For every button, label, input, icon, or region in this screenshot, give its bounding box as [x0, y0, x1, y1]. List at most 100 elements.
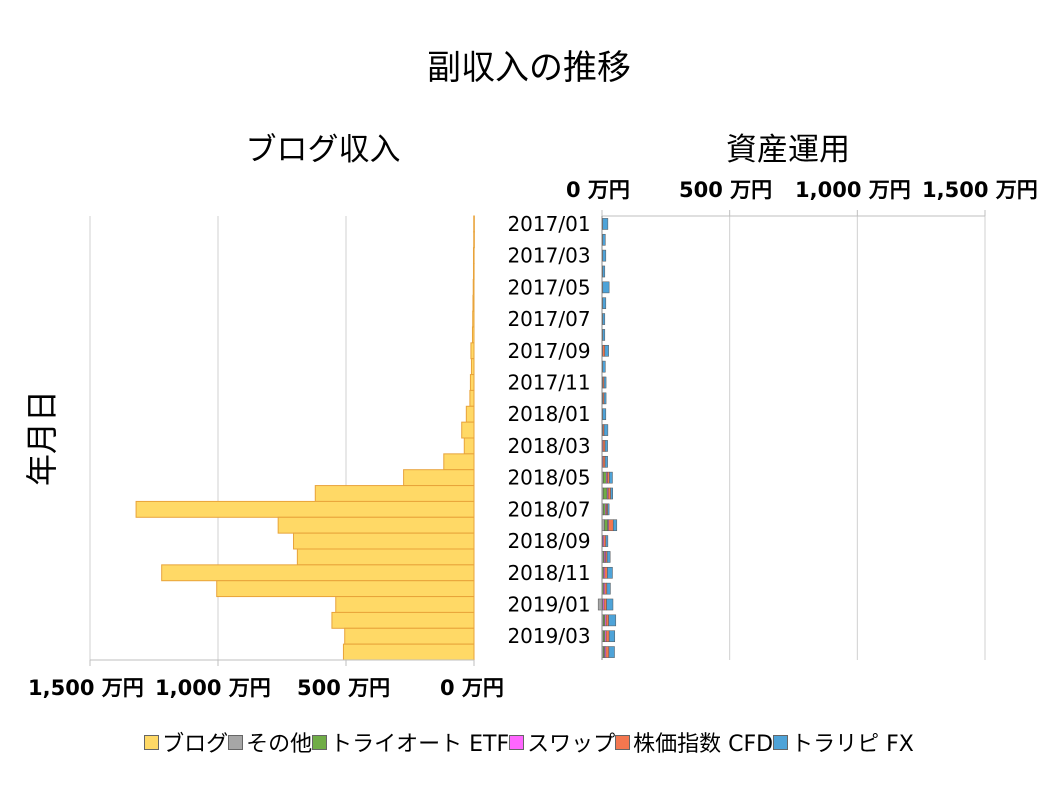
- blog-income-bar: [296, 548, 475, 566]
- blog-income-bar: [471, 326, 475, 344]
- investment-bar-株価指数 CFD: [602, 344, 606, 357]
- investment-bar-トラリピ FX: [604, 455, 608, 468]
- blog-income-bar: [403, 469, 475, 487]
- legend-label: ブログ: [162, 732, 229, 757]
- blog-income-bar: [472, 247, 475, 265]
- blog-income-bar: [472, 278, 475, 296]
- blog-income-bar: [472, 263, 475, 280]
- investment-bar-トラリピ FX: [602, 360, 606, 373]
- blog-income-bar: [465, 405, 475, 423]
- blog-income-bar: [470, 358, 475, 376]
- category-label: 2017/09: [507, 339, 590, 363]
- investment-bar-トラリピ FX: [602, 218, 609, 230]
- category-label: 2018/01: [507, 402, 590, 426]
- investment-bar-株価指数 CFD: [605, 646, 610, 658]
- blog-income-bar: [216, 580, 475, 598]
- blog-income-bar: [161, 564, 475, 582]
- investment-bar-トラリピ FX: [608, 614, 617, 627]
- legend-label: スワップ: [527, 732, 616, 757]
- category-label: 2018/09: [507, 529, 590, 553]
- legend-item-other: その他: [228, 726, 312, 758]
- investment-bar-トライオート ETF: [604, 519, 608, 532]
- investment-bar-トラリピ FX: [610, 487, 613, 500]
- blog-income-bar: [314, 485, 475, 502]
- investment-bar-トラリピ FX: [602, 313, 606, 325]
- legend-item-blog: ブログ: [144, 726, 228, 758]
- category-label: 2018/05: [507, 466, 590, 490]
- chart-title: 副収入の推移: [427, 48, 631, 88]
- investment-bar-トラリピ FX: [604, 440, 608, 452]
- investment-bar-トラリピ FX: [606, 598, 614, 611]
- category-label: 2017/07: [507, 307, 590, 331]
- investment-bar-トラリピ FX: [609, 471, 613, 484]
- investment-bar-トラリピ FX: [606, 582, 611, 595]
- investment-bar-トラリピ FX: [603, 376, 607, 389]
- legend-swatch: [773, 734, 789, 750]
- category-label: 2017/03: [507, 244, 590, 268]
- category-label: 2017/11: [507, 371, 590, 395]
- investment-panel-title: 資産運用: [726, 132, 850, 168]
- blog-income-bar: [470, 342, 475, 360]
- investment-bar-株価指数 CFD: [607, 471, 610, 484]
- investment-bar-株価指数 CFD: [602, 455, 606, 468]
- investment-bar-トラリピ FX: [602, 408, 607, 421]
- left-x-tick-label: 500 万円: [297, 676, 391, 700]
- legend-swatch: [615, 734, 631, 750]
- right-x-tick-label: 500 万円: [679, 178, 773, 202]
- investment-bar-トラリピ FX: [607, 566, 613, 579]
- blog-income-bar: [469, 374, 475, 391]
- investment-bar-その他: [597, 598, 603, 611]
- investment-bar-トラリピ FX: [602, 329, 606, 341]
- investment-bar-トラリピ FX: [603, 424, 609, 436]
- legend: ブログ その他 トライオート ETF スワップ 株価指数 CFD トラリピ FX: [0, 726, 1058, 758]
- legend-swatch: [509, 734, 525, 750]
- investment-bar-株価指数 CFD: [604, 582, 608, 595]
- investment-bar-株価指数 CFD: [605, 630, 610, 643]
- legend-swatch: [228, 734, 244, 750]
- investment-bar-トライオート ETF: [603, 503, 606, 516]
- investment-bar-トラリピ FX: [608, 630, 616, 643]
- blog-income-bar: [463, 437, 475, 455]
- investment-bar-トラリピ FX: [602, 233, 606, 246]
- investment-bar-株価指数 CFD: [603, 598, 607, 611]
- blog-income-bar: [344, 627, 475, 645]
- legend-item-swap: スワップ: [509, 726, 615, 758]
- category-label: 2018/03: [507, 434, 590, 458]
- blog-income-bar: [473, 231, 475, 249]
- investment-bar-トラリピ FX: [602, 265, 606, 278]
- legend-swatch: [144, 734, 160, 750]
- right-x-tick-label: 1,500 万円: [922, 178, 1038, 202]
- investment-bar-トラリピ FX: [608, 646, 615, 658]
- investment-bar-トライオート ETF: [603, 487, 608, 500]
- blog-income-bar: [472, 294, 475, 312]
- investment-bar-株価指数 CFD: [607, 487, 611, 500]
- investment-bar-トラリピ FX: [603, 392, 607, 405]
- investment-bar-株価指数 CFD: [605, 614, 609, 627]
- investment-bar-株価指数 CFD: [608, 519, 614, 532]
- investment-bar-トラリピ FX: [604, 344, 609, 357]
- legend-label: 株価指数 CFD: [633, 732, 774, 757]
- legend-item-trap-repeat-fx: トラリピ FX: [773, 726, 914, 758]
- legend-swatch: [312, 734, 328, 750]
- left-x-tick-label: 1,000 万円: [155, 676, 271, 700]
- legend-label: トラリピ FX: [791, 732, 914, 757]
- blog-income-bar: [293, 532, 475, 550]
- legend-item-triauto-etf: トライオート ETF: [312, 726, 509, 758]
- blog-income-bar: [342, 643, 475, 661]
- category-label: 2017/05: [507, 275, 590, 299]
- blog-income-bar: [473, 215, 475, 233]
- blog-income-bar: [469, 389, 475, 407]
- investment-bar-トラリピ FX: [605, 535, 609, 547]
- category-label: 2019/03: [507, 624, 590, 648]
- blog-income-bar: [331, 611, 475, 629]
- legend-label: トライオート ETF: [330, 732, 510, 757]
- investment-bar-トラリピ FX: [602, 249, 607, 262]
- category-label: 2017/01: [507, 212, 590, 236]
- investment-bar-トライオート ETF: [603, 471, 607, 484]
- investment-bar-株価指数 CFD: [603, 535, 607, 547]
- investment-bar-トラリピ FX: [606, 551, 611, 563]
- category-label: 2018/11: [507, 561, 590, 585]
- investment-bar-トラリピ FX: [612, 519, 618, 532]
- blog-income-panel-title: ブログ収入: [245, 132, 401, 168]
